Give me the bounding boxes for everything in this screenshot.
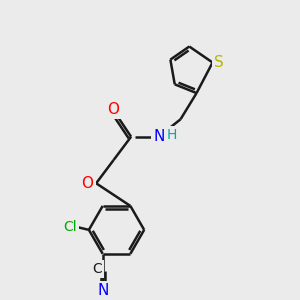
Text: O: O: [81, 176, 93, 191]
Text: N: N: [97, 283, 108, 298]
Text: O: O: [108, 102, 120, 117]
Text: H: H: [167, 128, 177, 142]
Text: N: N: [153, 129, 164, 144]
Text: Cl: Cl: [63, 220, 77, 234]
Text: S: S: [214, 55, 224, 70]
Text: C: C: [92, 262, 102, 276]
